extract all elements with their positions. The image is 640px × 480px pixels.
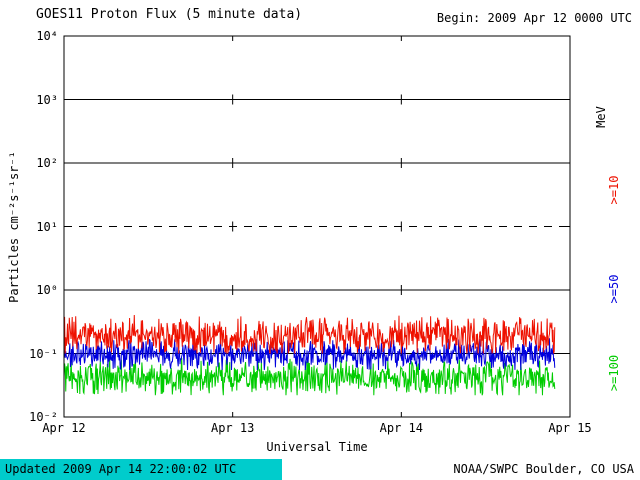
x-axis-label: Universal Time xyxy=(266,440,368,454)
flux-trace-gege10 xyxy=(63,315,556,354)
flux-trace-gege100 xyxy=(63,357,556,396)
y-tick-label: 10⁻² xyxy=(29,410,58,424)
x-tick-label: Apr 15 xyxy=(548,421,592,435)
right-axis-unit-label: MeV xyxy=(594,106,608,128)
plot-border xyxy=(63,35,571,418)
updated-timestamp: Updated 2009 Apr 14 22:00:02 UTC xyxy=(0,459,282,480)
series-label-ge10: >=10 xyxy=(607,175,621,205)
y-tick-label: 10³ xyxy=(36,92,58,107)
source-attribution: NOAA/SWPC Boulder, CO USA xyxy=(453,462,634,476)
y-tick-label: 10⁻¹ xyxy=(29,346,58,361)
chart-title: GOES11 Proton Flux (5 minute data) xyxy=(36,7,303,22)
x-tick-label: Apr 12 xyxy=(42,421,86,435)
y-tick-label: 10⁰ xyxy=(36,283,58,297)
y-tick-label: 10² xyxy=(36,156,58,170)
series-label-ge50: >=50 xyxy=(607,274,621,304)
x-tick-label: Apr 13 xyxy=(210,421,255,435)
x-tick-label: Apr 14 xyxy=(379,421,423,435)
series-label-ge100: >=100 xyxy=(607,354,621,392)
y-tick-label: 10⁴ xyxy=(36,29,58,43)
footer-bar: Updated 2009 Apr 14 22:00:02 UTC NOAA/SW… xyxy=(0,459,640,480)
y-tick-label: 10¹ xyxy=(36,219,58,234)
flux-trace-gege50 xyxy=(63,337,556,371)
begin-timestamp-label: Begin: 2009 Apr 12 0000 UTC xyxy=(436,11,632,25)
